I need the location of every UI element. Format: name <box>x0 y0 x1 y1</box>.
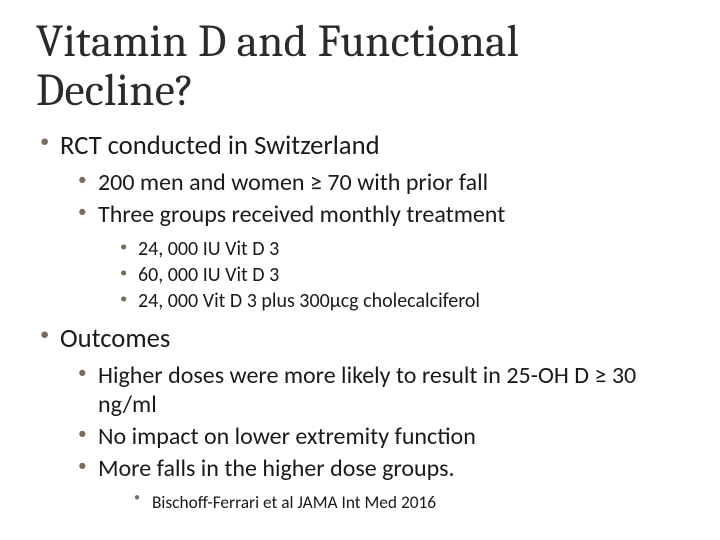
bullet-lvl3: 60, 000 IU Vit D 3 <box>118 263 684 287</box>
bullet-text: No impact on lower extremity function <box>98 422 476 451</box>
bullet-text: 24, 000 Vit D 3 plus 300μcg cholecalcife… <box>138 289 480 313</box>
bullet-lvl2: Higher doses were more likely to result … <box>76 361 684 419</box>
bullet-text: Bischoff-Ferrari et al JAMA Int Med 2016 <box>152 491 436 513</box>
slide-title: Vitamin D and Functional Decline? <box>36 18 684 116</box>
bullet-lvl2: More falls in the higher dose groups. Bi… <box>76 454 684 513</box>
bullet-lvl2: 200 men and women ≥ 70 with prior fall <box>76 168 684 197</box>
bullet-lvl1: RCT conducted in Switzerland 200 men and… <box>36 130 684 313</box>
bullet-list-lvl2: 200 men and women ≥ 70 with prior fall T… <box>76 168 684 313</box>
bullet-lvl3: 24, 000 Vit D 3 plus 300μcg cholecalcife… <box>118 289 684 313</box>
bullet-lvl4: Bischoff-Ferrari et al JAMA Int Med 2016 <box>132 491 684 513</box>
bullet-lvl3: 24, 000 IU Vit D 3 <box>118 237 684 261</box>
bullet-lvl2: No impact on lower extremity function <box>76 422 684 451</box>
bullet-list-lvl3: 24, 000 IU Vit D 3 60, 000 IU Vit D 3 24… <box>118 237 684 313</box>
bullet-text: 60, 000 IU Vit D 3 <box>138 263 279 287</box>
bullet-text: Outcomes <box>60 323 170 355</box>
bullet-lvl2: Three groups received monthly treatment … <box>76 200 684 313</box>
bullet-list-lvl4: Bischoff-Ferrari et al JAMA Int Med 2016 <box>132 491 684 513</box>
bullet-text: Three groups received monthly treatment <box>98 200 505 229</box>
bullet-list-lvl2: Higher doses were more likely to result … <box>76 361 684 513</box>
bullet-text: RCT conducted in Switzerland <box>60 130 380 162</box>
bullet-text: 24, 000 IU Vit D 3 <box>138 237 279 261</box>
bullet-text: 200 men and women ≥ 70 with prior fall <box>98 168 488 197</box>
bullet-list-lvl1: RCT conducted in Switzerland 200 men and… <box>36 130 684 513</box>
bullet-lvl1: Outcomes Higher doses were more likely t… <box>36 323 684 513</box>
bullet-text: Higher doses were more likely to result … <box>98 361 636 419</box>
bullet-text: More falls in the higher dose groups. <box>98 454 455 483</box>
slide: Vitamin D and Functional Decline? RCT co… <box>0 0 720 540</box>
